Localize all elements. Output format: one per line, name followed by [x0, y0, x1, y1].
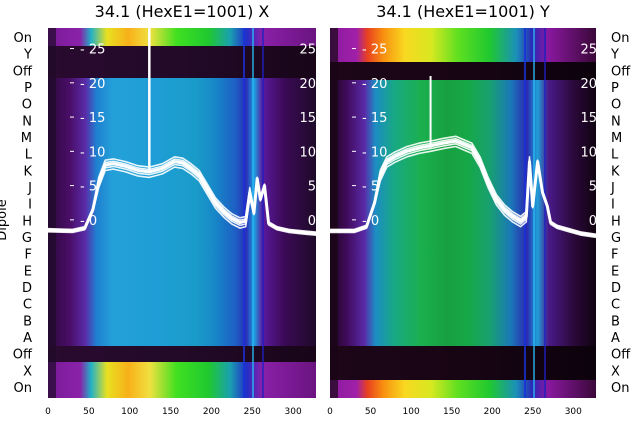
- x-tick-label: 150: [443, 407, 460, 417]
- dipole-label: M: [611, 131, 622, 146]
- dipole-label: L: [611, 148, 619, 163]
- dipole-label: M: [21, 131, 32, 146]
- y-tick-label: - 5: [362, 180, 379, 195]
- dipole-label: H: [22, 214, 32, 229]
- x-tick-label: 100: [121, 407, 138, 417]
- x-tick-label: 200: [203, 407, 220, 417]
- y-tick-labels-x: - 0 0- 5 5- 10 10- 15 15- 20 20- 25 25: [70, 43, 316, 229]
- dipole-label: O: [611, 98, 621, 113]
- dipole-label: E: [24, 264, 32, 279]
- dipole-label: C: [23, 298, 32, 313]
- y-tick-label-edge: 5: [589, 180, 597, 195]
- x-tick-label: 50: [365, 407, 377, 417]
- x-tick-label: 300: [285, 407, 302, 417]
- dipole-label: X: [23, 364, 32, 379]
- dipole-label: A: [611, 331, 620, 346]
- dipole-label: G: [22, 231, 32, 246]
- x-tick-label: 300: [565, 407, 582, 417]
- x-tick-label: 150: [162, 407, 179, 417]
- dipole-label: P: [24, 81, 32, 96]
- dipole-label: On: [14, 381, 32, 396]
- dipole-label: A: [23, 331, 32, 346]
- dipole-label: F: [25, 248, 32, 263]
- dipole-label: J: [610, 181, 615, 196]
- y-tick-label-edge: 0: [589, 214, 597, 229]
- dipole-label: J: [27, 181, 32, 196]
- y-tick-label: - 10: [80, 145, 105, 160]
- dipole-label: K: [611, 164, 620, 179]
- profile-line: [330, 135, 596, 235]
- x-tick-label: 100: [403, 407, 420, 417]
- dipole-label: D: [22, 281, 32, 296]
- dipole-label: Off: [611, 64, 631, 79]
- dipole-label: On: [611, 31, 629, 46]
- dipole-label: L: [25, 148, 33, 163]
- profile-lines-y: [330, 135, 596, 239]
- dipole-label: K: [23, 164, 32, 179]
- y-tick-label-edge: 15: [299, 111, 316, 126]
- x-tick-labels-y: 0 50 100 150 200 250 300: [327, 407, 582, 417]
- chart-title-y: 34.1 (HexE1=1001) Y: [376, 2, 550, 21]
- y-tick-label-edge: 20: [580, 77, 597, 92]
- x-tick-label: 250: [244, 407, 261, 417]
- dipole-label: Y: [23, 48, 32, 63]
- y-tick-label-edge: 25: [299, 43, 316, 58]
- y-tick-label-edge: 15: [580, 111, 597, 126]
- dipole-label: On: [14, 31, 32, 46]
- y-tick-label: - 25: [80, 43, 105, 58]
- y-tick-label: - 15: [80, 111, 105, 126]
- dipole-label: On: [611, 381, 629, 396]
- dipole-label: X: [611, 364, 620, 379]
- dipole-label: Y: [610, 48, 619, 63]
- dipole-label: F: [611, 248, 618, 263]
- y-tick-label: - 5: [80, 180, 97, 195]
- dipole-label: B: [611, 314, 620, 329]
- chart-title-x: 34.1 (HexE1=1001) X: [95, 2, 270, 21]
- dipole-label: I: [611, 198, 615, 213]
- x-tick-label: 0: [327, 407, 333, 417]
- dipole-label: C: [611, 298, 620, 313]
- dipole-label: Off: [13, 64, 33, 79]
- dipole-label: Off: [611, 348, 631, 363]
- y-tick-label: - 15: [362, 111, 387, 126]
- y-tick-label-edge: 20: [299, 77, 316, 92]
- y-tick-label-edge: 10: [299, 145, 316, 160]
- dipole-label: H: [611, 214, 621, 229]
- dipole-label: G: [611, 231, 621, 246]
- y-tick-label-edge: 0: [308, 214, 316, 229]
- y-tick-label: - 20: [362, 77, 387, 92]
- y-axis-label: Dipole: [0, 199, 10, 240]
- dipole-label: P: [611, 81, 619, 96]
- panel-x: 34.1 (HexE1=1001) X - 0 0- 5 5- 10 10- 15 15…: [0, 2, 316, 417]
- x-tick-label: 50: [83, 407, 95, 417]
- profile-lines-x: [48, 156, 316, 236]
- x-tick-label: 200: [484, 407, 501, 417]
- y-tick-label: - 10: [362, 145, 387, 160]
- heatmap-y: [330, 28, 596, 398]
- y-tick-label: - 20: [80, 77, 105, 92]
- profile-line: [48, 156, 316, 233]
- dipole-label: O: [22, 98, 32, 113]
- dipole-label: B: [23, 314, 32, 329]
- heatmap-x: [48, 28, 316, 398]
- y-tick-labels-y: - 0 0- 5 5- 10 10- 15 15- 20 20- 25 25: [352, 43, 597, 229]
- dipole-label: I: [28, 198, 32, 213]
- y-tick-label: - 25: [362, 43, 387, 58]
- x-tick-label: 250: [524, 407, 541, 417]
- x-tick-label: 0: [45, 407, 51, 417]
- dipole-label: N: [22, 114, 32, 129]
- dipole-label: E: [611, 264, 619, 279]
- dipole-label: N: [611, 114, 621, 129]
- y-tick-label-edge: 25: [580, 43, 597, 58]
- y-tick-label-edge: 10: [580, 145, 597, 160]
- x-tick-labels-x: 0 50 100 150 200 250 300: [45, 407, 302, 417]
- y-tick-label-edge: 5: [308, 180, 316, 195]
- panel-y: 34.1 (HexE1=1001) Y - 0 0- 5 5- 10 10- 15 15…: [327, 2, 631, 417]
- dipole-label: D: [611, 281, 621, 296]
- dipole-label: Off: [13, 348, 33, 363]
